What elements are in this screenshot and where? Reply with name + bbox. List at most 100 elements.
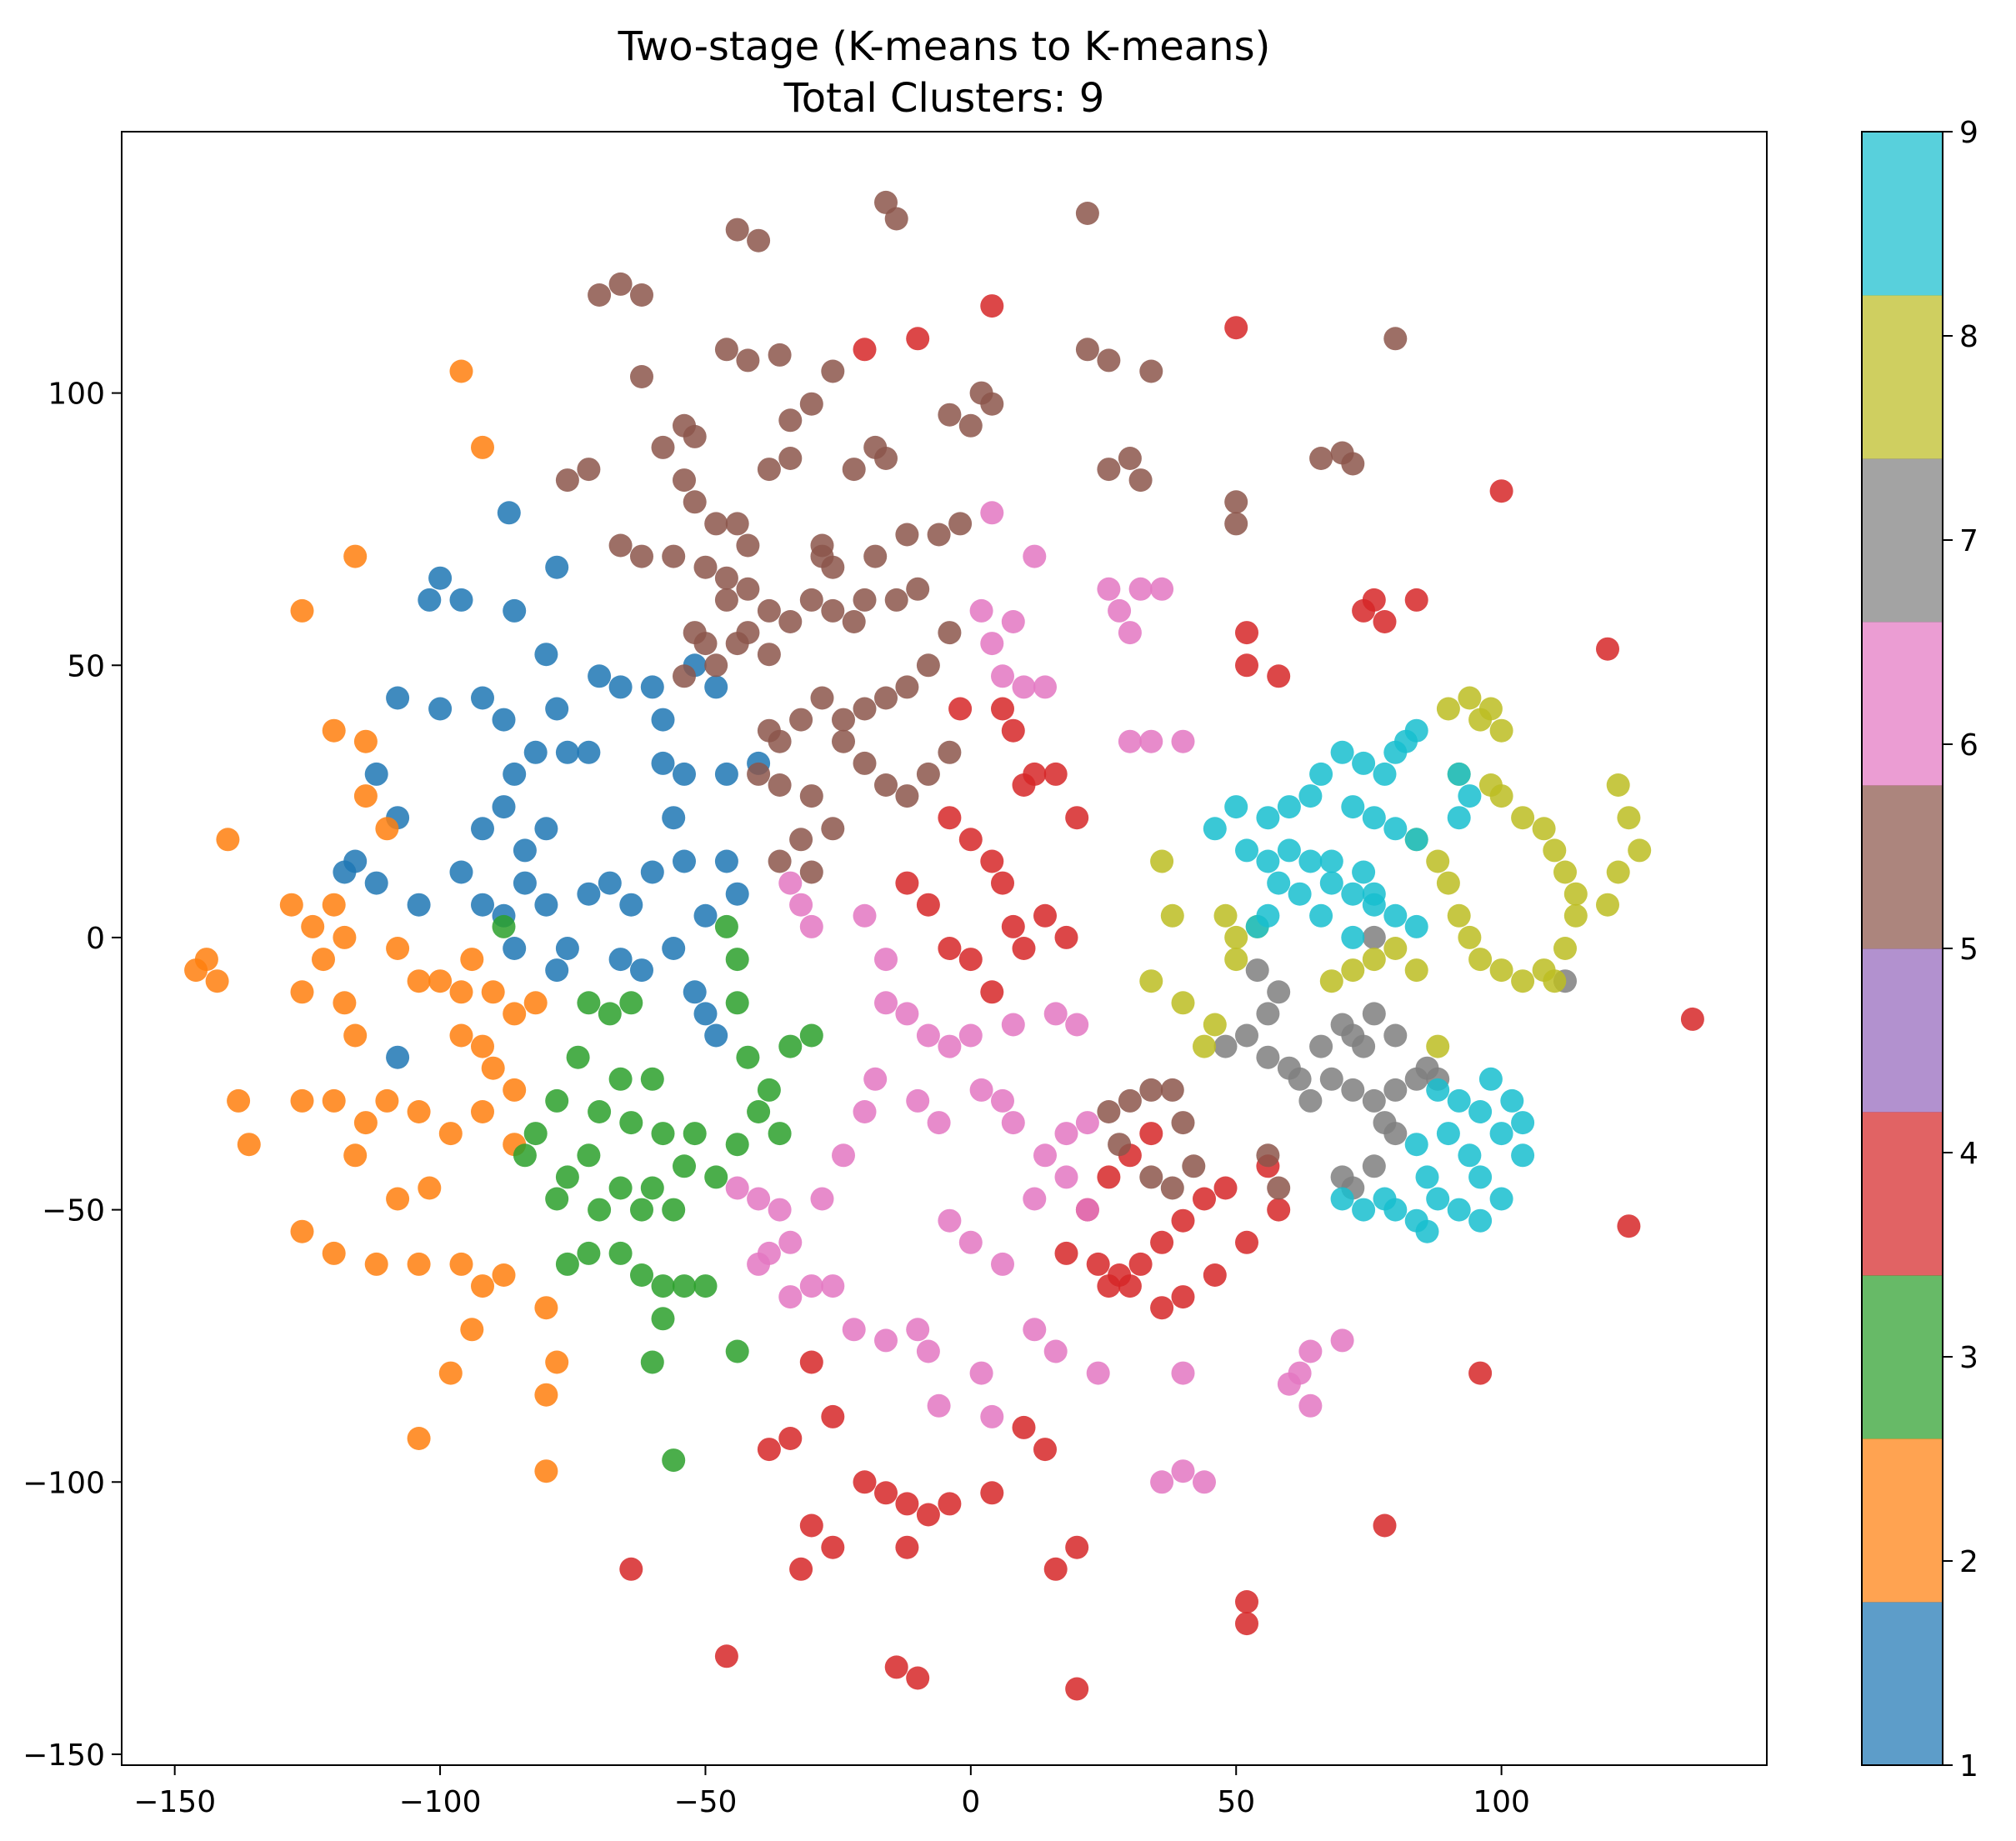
point-cluster-4-52 bbox=[799, 1350, 823, 1374]
point-cluster-4-35 bbox=[1150, 1230, 1174, 1254]
point-cluster-1-15 bbox=[651, 708, 675, 732]
point-cluster-9-24 bbox=[1404, 914, 1428, 938]
point-cluster-6-2 bbox=[1097, 577, 1121, 601]
point-cluster-2-23 bbox=[449, 1023, 473, 1048]
point-cluster-4-36 bbox=[1171, 1208, 1195, 1233]
point-cluster-6-35 bbox=[778, 1285, 803, 1309]
point-cluster-4-53 bbox=[821, 1404, 845, 1428]
point-cluster-1-56 bbox=[693, 1002, 718, 1026]
point-cluster-4-34 bbox=[1128, 1252, 1153, 1276]
point-cluster-5-66 bbox=[916, 653, 940, 678]
point-cluster-4-32 bbox=[1086, 1252, 1110, 1276]
point-cluster-5-14 bbox=[1139, 359, 1163, 383]
point-cluster-7-3 bbox=[1235, 1023, 1258, 1048]
point-cluster-6-42 bbox=[927, 1393, 951, 1418]
point-cluster-5-99 bbox=[1171, 1111, 1195, 1135]
point-cluster-5-56 bbox=[673, 664, 696, 688]
point-cluster-1-57 bbox=[704, 1023, 728, 1048]
point-cluster-5-59 bbox=[799, 588, 823, 612]
x-tick-label: 0 bbox=[961, 1785, 980, 1819]
point-cluster-9-31 bbox=[1447, 762, 1471, 786]
point-cluster-2-57 bbox=[449, 980, 473, 1004]
point-cluster-6-74 bbox=[874, 991, 898, 1015]
point-cluster-1-6 bbox=[534, 643, 558, 667]
point-cluster-5-81 bbox=[799, 860, 823, 884]
point-cluster-9-5 bbox=[1309, 762, 1333, 786]
point-cluster-5-27 bbox=[683, 490, 707, 514]
point-cluster-3-24 bbox=[747, 1100, 771, 1123]
point-cluster-1-49 bbox=[662, 937, 686, 960]
point-cluster-9-47 bbox=[1468, 1165, 1493, 1189]
point-cluster-5-58 bbox=[725, 632, 749, 656]
point-cluster-6-68 bbox=[1298, 1393, 1323, 1418]
point-cluster-4-26 bbox=[895, 871, 919, 895]
point-cluster-5-102 bbox=[1139, 1165, 1163, 1189]
point-cluster-2-5 bbox=[353, 729, 378, 753]
point-cluster-4-28 bbox=[1054, 925, 1078, 949]
colorbar bbox=[1861, 131, 1943, 1766]
point-cluster-2-7 bbox=[375, 817, 399, 841]
point-cluster-3-4 bbox=[608, 1067, 633, 1091]
colorbar-ticks: 1 2 3 4 5 6 7 8 9 bbox=[1943, 116, 1978, 1783]
point-cluster-8-17 bbox=[1489, 958, 1513, 983]
point-cluster-4-40 bbox=[1267, 1198, 1291, 1222]
point-cluster-6-72 bbox=[991, 1088, 1014, 1113]
point-cluster-8-41 bbox=[1171, 991, 1195, 1015]
point-cluster-2-29 bbox=[438, 1122, 463, 1146]
point-cluster-4-68 bbox=[1043, 1557, 1068, 1581]
point-cluster-7-12 bbox=[1352, 1034, 1376, 1058]
point-cluster-5-84 bbox=[874, 773, 898, 797]
point-cluster-9-17 bbox=[1256, 849, 1280, 873]
point-cluster-8-25 bbox=[1404, 958, 1428, 983]
point-cluster-3-10 bbox=[673, 1154, 696, 1178]
point-cluster-9-52 bbox=[1447, 1198, 1471, 1222]
point-cluster-5-43 bbox=[608, 533, 633, 558]
point-cluster-6-56 bbox=[1054, 1122, 1078, 1146]
point-cluster-5-76 bbox=[768, 773, 792, 797]
point-cluster-2-44 bbox=[322, 1241, 346, 1265]
point-cluster-1-47 bbox=[608, 948, 633, 972]
point-cluster-6-36 bbox=[799, 1274, 823, 1298]
point-cluster-5-29 bbox=[778, 447, 803, 470]
point-cluster-5-6 bbox=[630, 283, 653, 307]
point-cluster-5-28 bbox=[757, 458, 781, 482]
point-cluster-4-74 bbox=[1065, 1677, 1089, 1701]
point-cluster-2-9 bbox=[279, 893, 303, 917]
point-cluster-4-80 bbox=[1617, 1214, 1641, 1238]
point-cluster-2-43 bbox=[290, 1219, 314, 1243]
point-cluster-6-15 bbox=[1171, 729, 1195, 753]
point-cluster-4-25 bbox=[916, 893, 940, 917]
point-cluster-1-2 bbox=[503, 598, 527, 623]
point-cluster-6-67 bbox=[1330, 1328, 1354, 1353]
point-cluster-6-59 bbox=[1075, 1198, 1099, 1222]
point-cluster-2-46 bbox=[407, 1252, 431, 1276]
point-cluster-9-4 bbox=[1298, 784, 1323, 808]
point-cluster-1-28 bbox=[407, 893, 431, 917]
point-cluster-8-35 bbox=[1543, 969, 1567, 993]
point-cluster-5-57 bbox=[704, 653, 728, 678]
point-cluster-4-66 bbox=[1012, 1415, 1036, 1439]
point-cluster-6-17 bbox=[789, 893, 813, 917]
point-cluster-3-42 bbox=[662, 1448, 686, 1473]
point-cluster-6-26 bbox=[1043, 1002, 1068, 1026]
point-cluster-4-69 bbox=[1065, 1535, 1089, 1559]
point-cluster-2-51 bbox=[438, 1361, 463, 1385]
point-cluster-2-30 bbox=[375, 1088, 399, 1113]
point-cluster-8-19 bbox=[1458, 925, 1482, 949]
point-cluster-2-2 bbox=[343, 544, 368, 568]
point-cluster-5-24 bbox=[683, 424, 707, 448]
point-cluster-1-37 bbox=[513, 838, 537, 863]
point-cluster-2-35 bbox=[386, 1187, 410, 1211]
point-cluster-8-30 bbox=[1606, 773, 1630, 797]
point-cluster-3-34 bbox=[577, 1241, 601, 1265]
point-cluster-2-10 bbox=[301, 914, 325, 938]
point-cluster-1-23 bbox=[364, 762, 388, 786]
point-cluster-6-37 bbox=[821, 1274, 845, 1298]
point-cluster-2-6 bbox=[353, 784, 378, 808]
point-cluster-6-46 bbox=[958, 1230, 983, 1254]
point-cluster-5-55 bbox=[683, 621, 707, 645]
point-cluster-2-0 bbox=[449, 359, 473, 383]
point-cluster-5-21 bbox=[799, 392, 823, 416]
point-cluster-4-45 bbox=[1118, 1274, 1142, 1298]
